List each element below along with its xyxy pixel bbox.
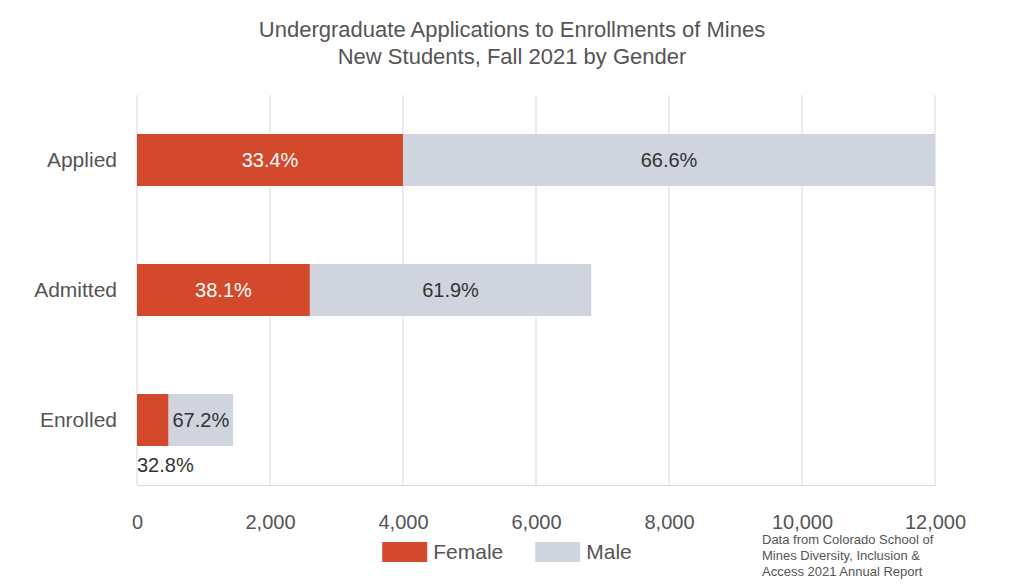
- source-note: Data from Colorado School ofMines Divers…: [762, 532, 934, 579]
- data-labels: 33.4% 38.1% 32.8% 66.6% 61.9% 67.2%: [137, 149, 698, 476]
- x-tick: 8,000: [644, 485, 694, 533]
- data-label: 61.9%: [422, 279, 479, 301]
- data-label: 33.4%: [242, 149, 299, 171]
- legend-label: Male: [586, 540, 632, 563]
- legend: Female Male: [382, 540, 632, 563]
- x-tick-label: 2,000: [245, 511, 295, 533]
- legend-swatch: [382, 542, 427, 562]
- category-label: Admitted: [34, 278, 117, 301]
- x-axis-line: [138, 485, 936, 486]
- bar: [137, 134, 403, 186]
- x-tick-label: 10,000: [772, 511, 833, 533]
- bar: [310, 264, 591, 316]
- source-note-line: Data from Colorado School of: [762, 532, 934, 547]
- x-axis: 0 2,000 4,000 6,000 8,000 10,000 12,000: [132, 485, 966, 533]
- x-tick: 0: [132, 485, 143, 533]
- legend-label: Female: [433, 540, 503, 563]
- data-label: 67.2%: [172, 409, 229, 431]
- x-tick-label: 6,000: [511, 511, 561, 533]
- bar: [137, 394, 169, 446]
- x-tick-label: 12,000: [905, 511, 966, 533]
- x-tick: 12,000: [905, 485, 966, 533]
- chart: Undergraduate Applications to Enrollment…: [0, 0, 1024, 585]
- x-tick-label: 0: [132, 511, 143, 533]
- x-tick: 10,000: [772, 485, 833, 533]
- data-label: 66.6%: [641, 149, 698, 171]
- x-tick: 4,000: [378, 485, 428, 533]
- legend-item: Female: [382, 540, 503, 563]
- bar: [137, 264, 310, 316]
- category-label: Enrolled: [40, 408, 117, 431]
- data-label: 32.8%: [137, 454, 194, 476]
- grid: [137, 95, 935, 485]
- title: Undergraduate Applications to Enrollment…: [259, 17, 765, 69]
- x-tick: 2,000: [245, 485, 295, 533]
- title-line: Undergraduate Applications to Enrollment…: [259, 17, 765, 42]
- x-tick: 6,000: [511, 485, 561, 533]
- data-label: 38.1%: [195, 279, 252, 301]
- source-note-line: Access 2021 Annual Report: [762, 564, 923, 579]
- bars: [137, 134, 935, 446]
- source-note-line: Mines Diversity, Inclusion &: [762, 548, 920, 563]
- x-tick-label: 8,000: [644, 511, 694, 533]
- title-line: New Students, Fall 2021 by Gender: [338, 44, 687, 69]
- legend-item: Male: [535, 540, 632, 563]
- bar: [403, 134, 935, 186]
- category-label: Applied: [47, 148, 117, 171]
- x-tick-label: 4,000: [378, 511, 428, 533]
- legend-swatch: [535, 542, 580, 562]
- bar: [169, 394, 234, 446]
